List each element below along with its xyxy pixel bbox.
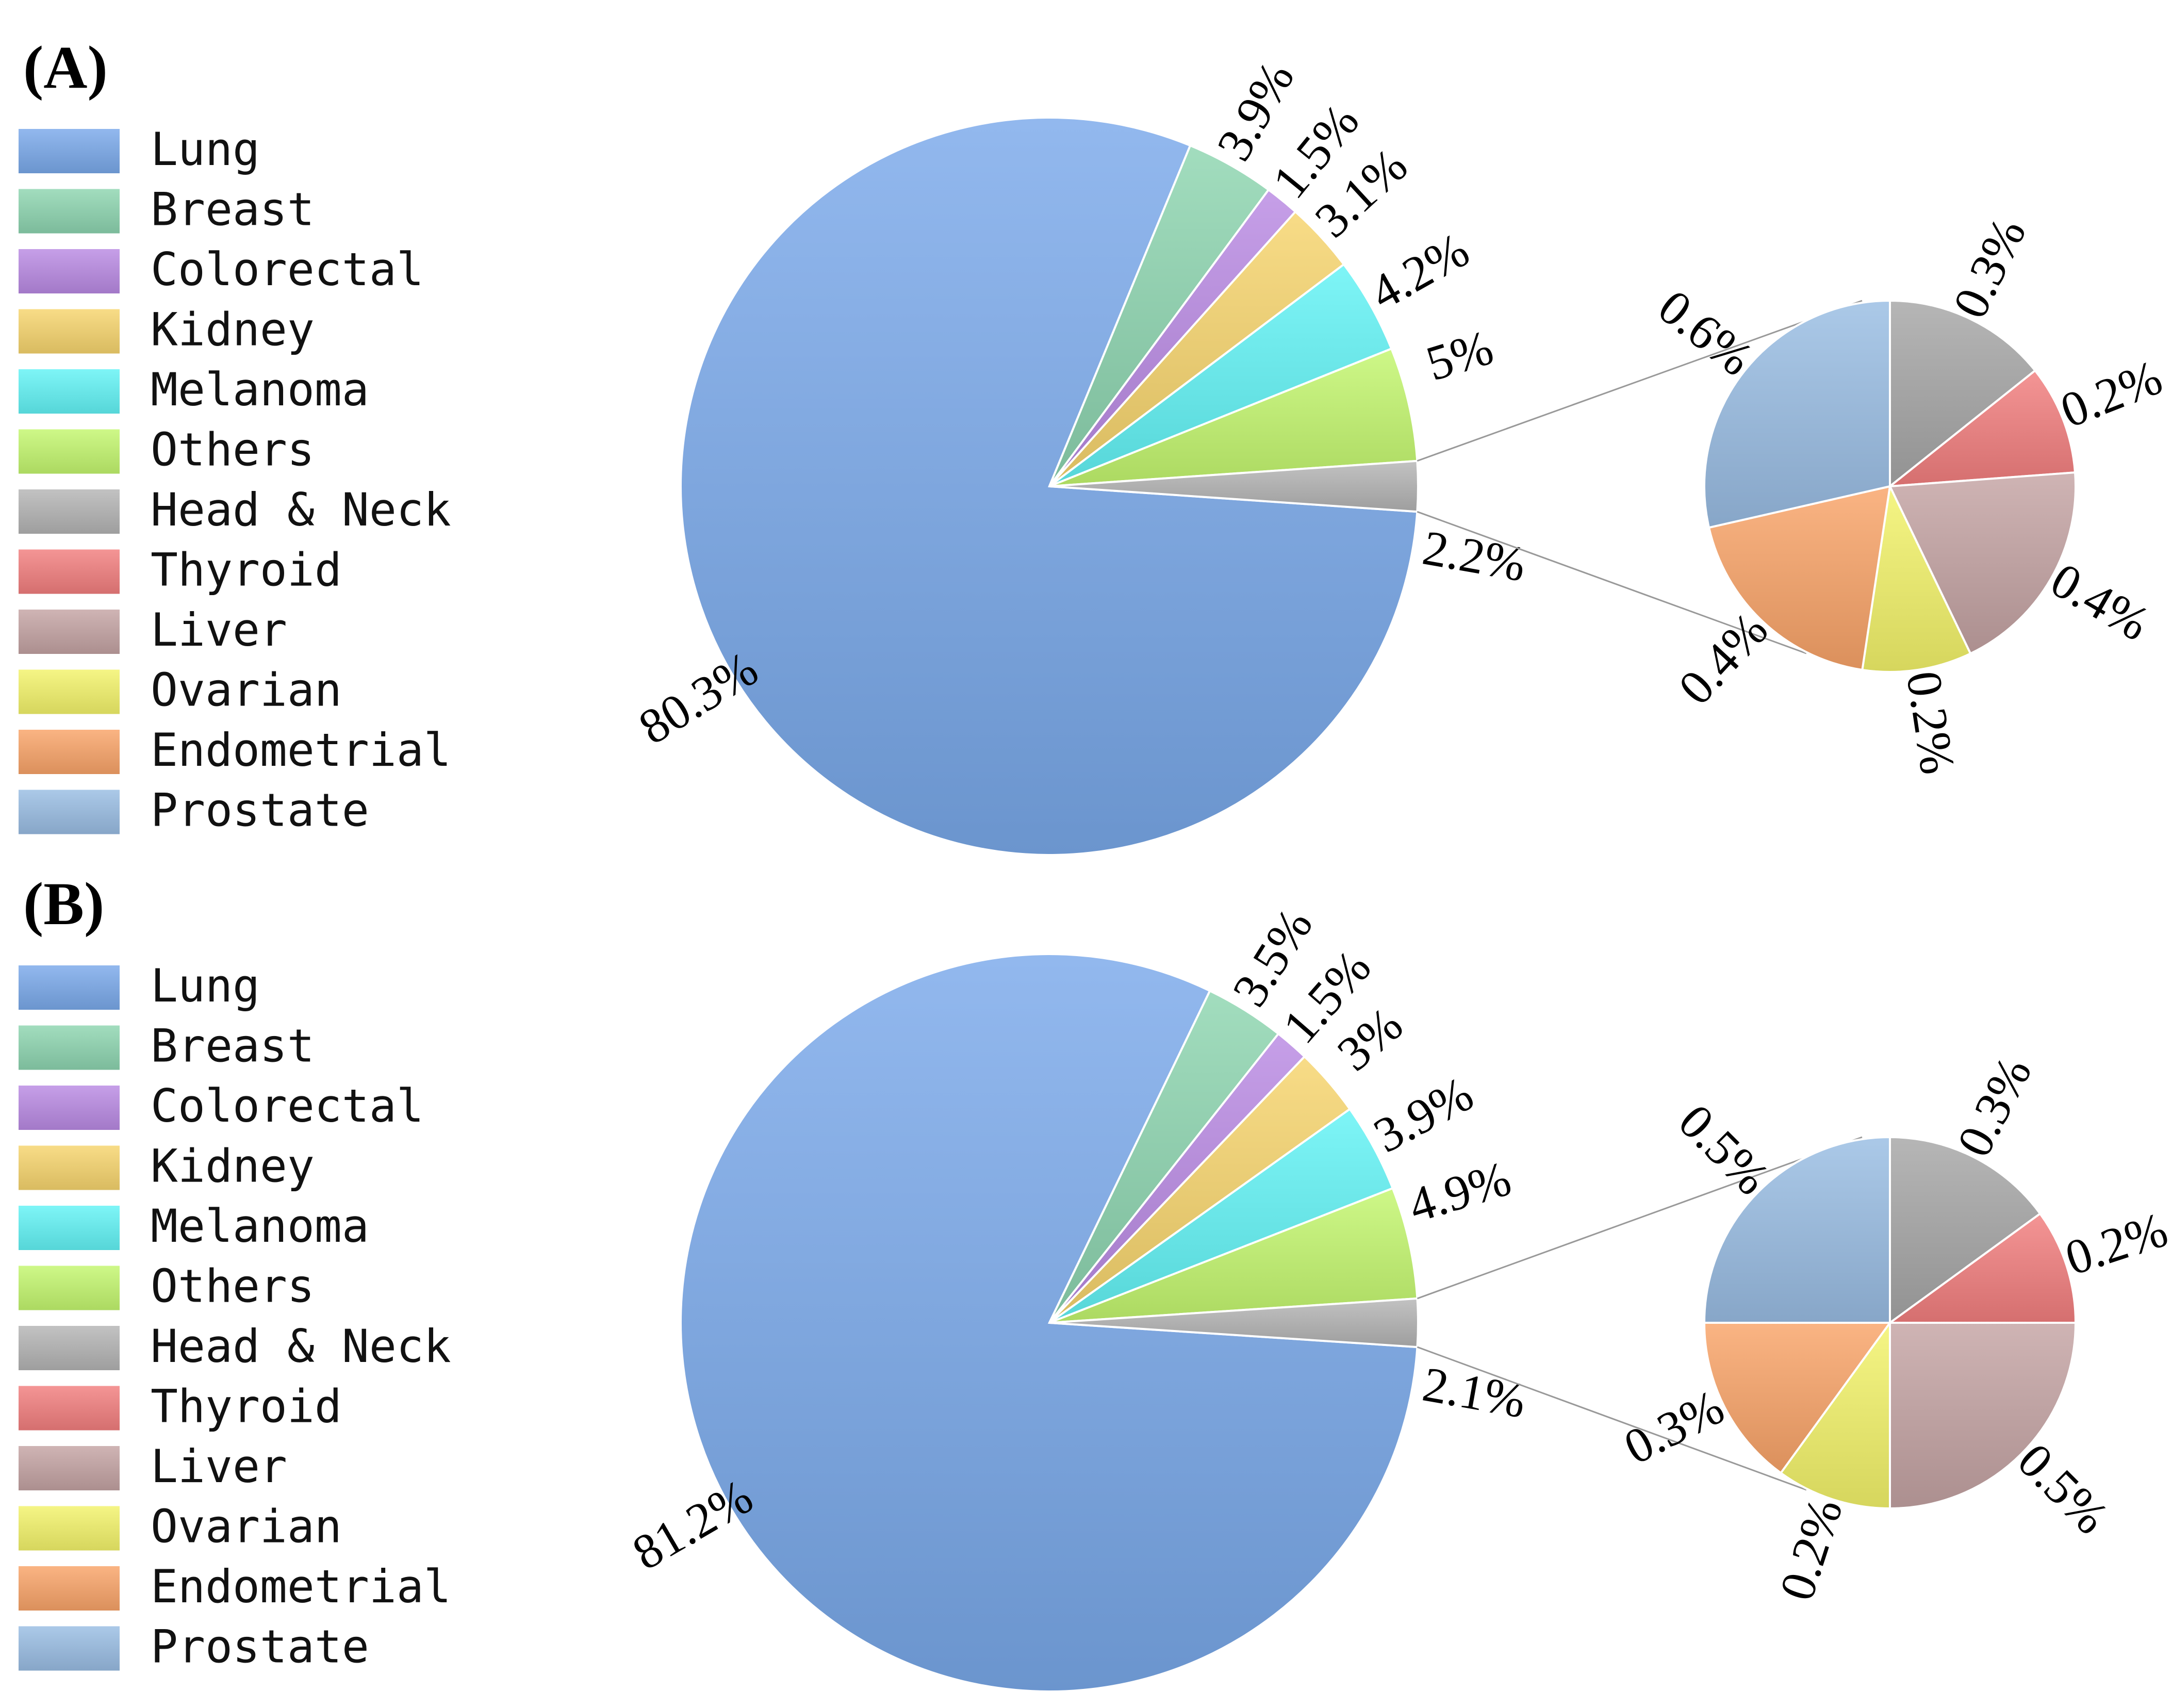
pct-label-head-and-neck: 2.2% [1419,520,1530,592]
sub-pct-label-endometrial: 0.3% [1616,1379,1733,1475]
sub-slice-head-and-neck [1889,1136,2042,1325]
legend-swatch-breast [19,1025,120,1070]
legend-label-melanoma: Melanoma [151,1200,369,1253]
sub-pct-label-thyroid: 0.2% [2059,1202,2172,1286]
legend-label-head-and-neck: Head & Neck [151,483,451,536]
sub-slice-thyroid [1886,369,2077,488]
legend-swatch-liver [19,610,120,654]
pct-label-others: 4.9% [1402,1150,1517,1233]
legend-swatch-ovarian [19,1506,120,1551]
pct-label-lung: 80.3% [629,640,767,755]
slice-others [1049,347,1419,487]
legend-swatch-kidney [19,309,120,354]
legend-swatch-others [19,1266,120,1310]
legend-label-kidney: Kidney [151,1140,315,1193]
sub-slice-endometrial [1707,485,1891,671]
legend-label-colorectal: Colorectal [151,243,424,296]
legend-swatch-lung [19,129,120,173]
connector-line-bottom [1417,511,1807,654]
legend-label-liver: Liver [151,1440,287,1493]
legend-swatch-liver [19,1446,120,1490]
legend-label-melanoma: Melanoma [151,363,369,416]
legend-label-kidney: Kidney [151,303,315,356]
panel-b: (B) Lung Breast Colorectal Kidney Melanoma Oth… [19,870,2172,1693]
legend-swatch-endometrial [19,730,120,774]
legend-swatch-colorectal [19,249,120,293]
legend-label-others: Others [151,1260,315,1313]
legend-label-ovarian: Ovarian [151,664,342,717]
slice-others [1049,1187,1419,1324]
legend-label-endometrial: Endometrial [151,1560,451,1613]
legend-swatch-kidney [19,1145,120,1190]
sub-slice-liver [1889,1322,2077,1510]
legend-swatch-prostate [19,1626,120,1671]
slice-head-and-neck [1049,1297,1419,1349]
panel-label: (A) [23,34,108,101]
legend-swatch-others [19,429,120,474]
sub-slice-prostate [1703,1136,1891,1324]
sub-pct-label-ovarian: 0.2% [1896,667,1966,778]
pct-label-melanoma: 3.9% [1365,1065,1482,1163]
panel-label: (B) [23,870,104,938]
pct-label-lung: 81.2% [623,1468,762,1580]
legend-swatch-melanoma [19,369,120,414]
legend-label-others: Others [151,423,315,477]
connector-line-top [1417,1136,1863,1300]
legend-swatch-thyroid [19,549,120,594]
connector-line-top [1417,300,1863,462]
slice-lung [680,117,1419,856]
legend-swatch-breast [19,189,120,234]
panel-a: (A) Lung Breast Colorectal Kidney Melanoma Oth… [19,34,2169,856]
legend-label-lung: Lung [151,959,260,1012]
legend-label-head-and-neck: Head & Neck [151,1320,451,1373]
slice-melanoma [1048,262,1393,487]
sub-slice-ovarian [1779,1319,1891,1510]
sub-slice-liver [1888,471,2077,655]
slice-lung [680,953,1419,1693]
legend-swatch-head-and-neck [19,1326,120,1370]
sub-slice-ovarian [1861,483,1972,673]
pct-label-melanoma: 4.2% [1361,222,1478,321]
legend-swatch-melanoma [19,1206,120,1250]
legend-label-endometrial: Endometrial [151,724,451,777]
legend-swatch-head-and-neck [19,489,120,534]
pct-label-others: 5% [1420,319,1500,391]
slice-head-and-neck [1049,459,1419,513]
legend-label-lung: Lung [151,123,260,176]
sub-pct-label-ovarian: 0.2% [1769,1491,1853,1606]
sub-pct-label-liver: 0.4% [2042,552,2159,651]
legend-label-prostate: Prostate [151,1620,369,1673]
sub-slice-head-and-neck [1889,299,2037,489]
sub-slice-prostate [1703,299,1891,529]
legend-label-breast: Breast [151,183,315,236]
sub-pct-label-thyroid: 0.2% [2053,349,2169,438]
connector-line-bottom [1417,1346,1807,1491]
legend-swatch-prostate [19,790,120,834]
legend-label-breast: Breast [151,1020,315,1073]
legend-swatch-thyroid [19,1386,120,1431]
sub-slice-endometrial [1703,1322,1892,1475]
sub-pct-label-head-and-neck: 0.3% [1946,1048,2042,1165]
legend-label-thyroid: Thyroid [151,1380,342,1433]
legend-label-prostate: Prostate [151,784,369,837]
legend-label-colorectal: Colorectal [151,1079,424,1132]
legend-label-thyroid: Thyroid [151,544,342,597]
legend-label-liver: Liver [151,603,287,656]
sub-pct-label-head-and-neck: 0.3% [1942,209,2036,326]
legend-swatch-colorectal [19,1086,120,1130]
legend-label-ovarian: Ovarian [151,1500,342,1553]
legend-swatch-lung [19,965,120,1010]
legend-swatch-ovarian [19,669,120,714]
sub-slice-thyroid [1886,1212,2077,1324]
pct-label-head-and-neck: 2.1% [1419,1356,1530,1428]
legend-swatch-endometrial [19,1566,120,1611]
